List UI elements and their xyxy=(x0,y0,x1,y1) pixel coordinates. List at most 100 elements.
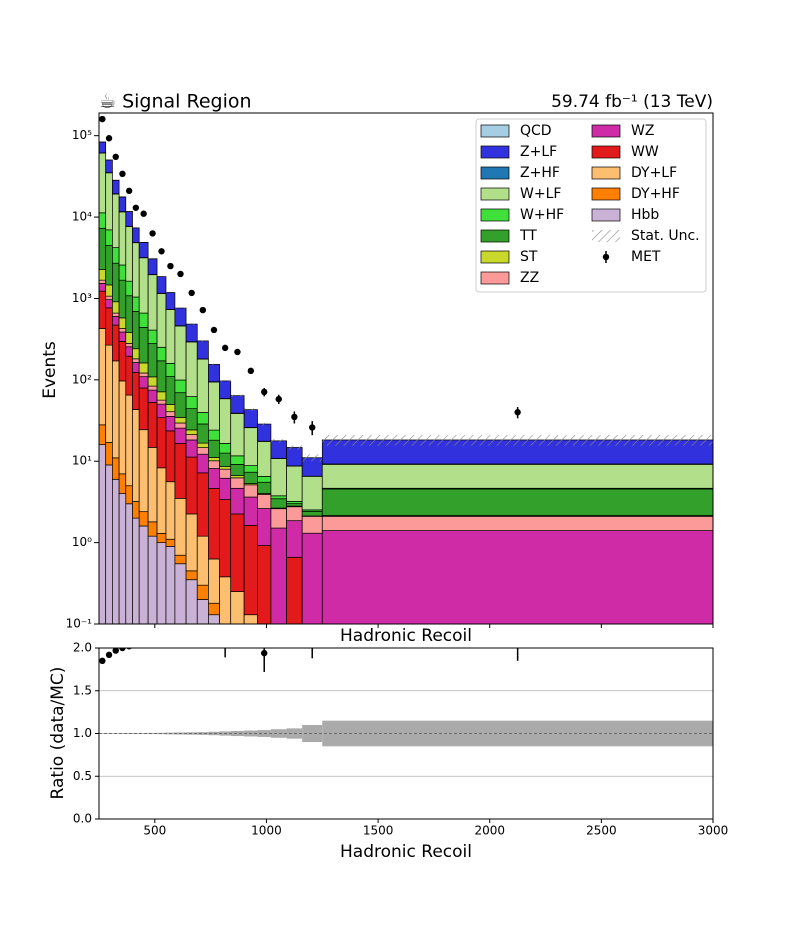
legend-label: ST xyxy=(520,249,538,265)
stat-unc-band xyxy=(219,380,231,382)
stack-bar xyxy=(156,532,167,543)
stack-bar xyxy=(125,211,133,227)
stack-bar xyxy=(174,554,187,565)
stack-bar xyxy=(132,242,140,298)
stack-bar xyxy=(118,331,127,342)
stack-bar xyxy=(219,398,232,444)
stack-bar xyxy=(165,404,176,413)
x-tick-label: 3000 xyxy=(698,824,729,838)
stack-bar xyxy=(208,457,220,462)
stack-bar xyxy=(156,360,167,393)
stack-bar xyxy=(147,447,158,523)
stack-bar xyxy=(270,458,287,497)
stack-bar xyxy=(112,324,120,362)
stack-bar xyxy=(118,211,127,266)
stack-bar xyxy=(156,293,167,348)
stack-bar xyxy=(99,444,107,624)
stack-bar xyxy=(132,348,140,360)
stack-bar xyxy=(125,280,133,297)
stack-bar xyxy=(185,396,198,410)
stack-bar xyxy=(125,394,133,487)
stack-bar xyxy=(257,423,272,442)
data-point xyxy=(149,230,156,237)
y-tick-label: 10¹ xyxy=(72,454,92,468)
legend-swatch xyxy=(591,187,621,201)
stack-bar xyxy=(99,141,107,154)
legend-label: WW xyxy=(631,144,659,160)
stack-bar xyxy=(174,422,187,429)
axes: 0.0 0.5 1.0 1.5 2.0 10⁻¹ 10⁰ 10¹ 10² 10³ 10⁴ 10⁵ 500… xyxy=(66,128,729,837)
stack-bar xyxy=(125,503,133,624)
data-point xyxy=(247,367,255,375)
stack-bar xyxy=(132,372,140,410)
stack-bar xyxy=(257,508,272,546)
stack-bar xyxy=(230,395,245,414)
stack-bar xyxy=(286,506,303,522)
stack-bar xyxy=(99,152,107,214)
stack-bar xyxy=(118,264,127,281)
stack-bar xyxy=(125,332,133,344)
legend-swatch xyxy=(480,208,510,222)
legend-label: Z+LF xyxy=(520,144,557,160)
stack-bar xyxy=(321,530,713,624)
stack-bar xyxy=(105,172,113,231)
data-point xyxy=(167,262,174,270)
stack-bar xyxy=(208,558,220,604)
stack-bar xyxy=(99,424,107,445)
legend-swatch xyxy=(480,187,510,201)
stack-bar xyxy=(230,487,245,515)
data-point xyxy=(99,115,106,123)
stack-bar xyxy=(286,520,303,558)
stack-bar xyxy=(112,262,120,303)
stack-bar xyxy=(185,570,198,581)
stack-bar xyxy=(165,362,176,377)
stack-bar xyxy=(243,524,258,616)
stack-bar xyxy=(165,481,176,540)
stack-bar xyxy=(196,584,209,600)
stack-bar xyxy=(196,472,209,537)
stack-bar xyxy=(230,477,245,489)
stack-bar xyxy=(99,279,107,284)
stack-bar xyxy=(147,521,158,537)
stack-bar xyxy=(196,412,209,425)
stack-bar xyxy=(125,485,133,505)
data-point xyxy=(275,395,282,403)
y-tick-label: 0.0 xyxy=(73,812,92,826)
stack-bar xyxy=(165,292,176,310)
stack-bar xyxy=(138,387,149,431)
stack-bar xyxy=(270,440,287,459)
data-point xyxy=(309,424,316,431)
stack-bar xyxy=(138,362,149,374)
stack-bar xyxy=(147,385,158,391)
stat-unc-band xyxy=(174,307,187,309)
stack-bar xyxy=(257,441,272,477)
legend-label: ZZ xyxy=(520,270,539,286)
data-point xyxy=(177,270,184,278)
stack-bar xyxy=(105,464,113,624)
stack-bar xyxy=(208,488,220,560)
stack-bar xyxy=(243,484,258,498)
stack-bar xyxy=(99,328,107,426)
y-tick-label: 10⁻¹ xyxy=(66,617,93,631)
stack-bar xyxy=(138,257,149,314)
stack-bar xyxy=(105,299,113,309)
stack-bar xyxy=(208,364,220,383)
stack-bar xyxy=(219,452,232,467)
stack-bar xyxy=(138,312,149,328)
stack-bar xyxy=(138,327,149,364)
stack-bar xyxy=(230,513,245,592)
stack-bar xyxy=(257,475,272,483)
stack-bar xyxy=(118,493,127,624)
stack-bar xyxy=(165,430,176,483)
legend-label: Stat. Unc. xyxy=(631,228,700,244)
stack-bar xyxy=(99,283,107,292)
ratio-plot-area xyxy=(99,648,713,819)
legend-swatch xyxy=(480,145,510,159)
data-point xyxy=(158,248,165,255)
stat-unc-band xyxy=(186,323,198,325)
stack-bar xyxy=(156,391,167,401)
legend: QCD Z+LF Z+HF W+LF W+HF TT ST ZZ WZ WW DY+LF DY+HF H… xyxy=(480,123,700,286)
stack-bar xyxy=(185,323,198,343)
stack-bar xyxy=(185,439,198,458)
